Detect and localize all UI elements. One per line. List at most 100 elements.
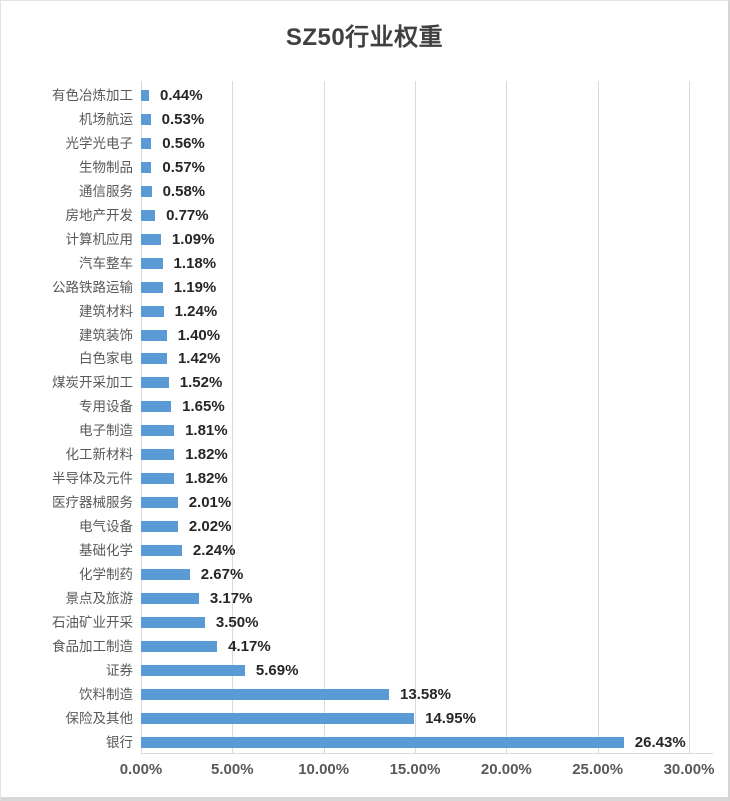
- bar: [141, 90, 150, 101]
- value-label: 0.58%: [162, 182, 206, 200]
- value-label: 3.17%: [209, 589, 253, 607]
- bar: [141, 569, 190, 580]
- x-axis-tick-label: 30.00%: [663, 761, 715, 778]
- category-label: 化工新材料: [65, 447, 134, 463]
- value-label: 1.42%: [177, 350, 221, 368]
- bar: [141, 425, 175, 437]
- chart-bar-row: 建筑材料 1.24%: [1, 300, 728, 324]
- category-label: 公路铁路运输: [52, 279, 133, 295]
- bar: [141, 616, 205, 628]
- chart-bar-row: 煤炭开采加工 1.52%: [1, 371, 728, 395]
- chart-bar-row: 建筑装饰 1.40%: [1, 324, 728, 348]
- bar: [141, 688, 390, 700]
- value-label: 26.43%: [634, 733, 686, 751]
- vertical-gridline: [141, 81, 142, 753]
- chart-bar-row: 白色家电 1.42%: [1, 347, 728, 371]
- category-label: 房地产开发: [65, 207, 134, 223]
- chart-bar-row: 机场航运 0.53%: [1, 108, 728, 132]
- value-label: 1.82%: [185, 470, 228, 488]
- vertical-gridline: [232, 81, 234, 753]
- category-label: 生物制品: [79, 159, 133, 175]
- chart-bar-row: 保险及其他 14.95%: [1, 707, 728, 731]
- bar: [141, 161, 152, 173]
- category-label: 食品加工制造: [52, 638, 133, 654]
- category-label: 化学制药: [79, 567, 133, 582]
- chart-bar-row: 房地产开发 0.77%: [1, 204, 728, 228]
- category-label: 基础化学: [79, 543, 133, 559]
- category-label: 电气设备: [79, 519, 133, 535]
- category-label: 机场航运: [79, 111, 133, 127]
- x-axis-tick-label: 15.00%: [389, 761, 441, 778]
- vertical-gridline: [597, 81, 599, 753]
- bar: [141, 497, 178, 509]
- value-label: 2.01%: [188, 494, 232, 512]
- value-label: 0.56%: [162, 134, 205, 152]
- value-label: 4.17%: [228, 637, 271, 655]
- bar: [141, 329, 167, 341]
- x-axis-line: [141, 753, 713, 754]
- value-label: 1.52%: [179, 374, 223, 392]
- category-label: 光学光电子: [65, 135, 134, 151]
- value-label: 1.19%: [173, 278, 217, 296]
- category-label: 饮料制造: [79, 686, 133, 702]
- bar: [141, 185, 152, 197]
- bar: [141, 449, 175, 461]
- value-label: 1.82%: [185, 446, 228, 464]
- category-label: 建筑装饰: [79, 327, 133, 343]
- chart-bar-row: 有色冶炼加工 0.44%: [1, 84, 728, 108]
- x-axis-tick-label: 10.00%: [298, 761, 350, 778]
- chart-bar-row: 电气设备 2.02%: [1, 515, 728, 539]
- bar: [141, 736, 624, 748]
- x-axis-tick-label: 25.00%: [572, 761, 624, 778]
- value-label: 14.95%: [425, 709, 476, 727]
- value-label: 1.65%: [182, 398, 225, 416]
- chart-bar-row: 电子制造 1.81%: [1, 419, 728, 443]
- bar: [141, 473, 175, 485]
- bar: [141, 401, 172, 413]
- value-label: 1.24%: [174, 302, 218, 320]
- category-label: 专用设备: [79, 399, 133, 415]
- bar: [141, 377, 169, 389]
- category-label: 计算机应用: [65, 231, 134, 247]
- value-label: 13.58%: [400, 685, 451, 703]
- bar: [141, 353, 167, 365]
- vertical-gridline: [323, 81, 325, 753]
- bar: [141, 209, 156, 221]
- chart-bar-row: 银行 26.43%: [1, 731, 728, 755]
- chart-bar-row: 计算机应用 1.09%: [1, 228, 728, 252]
- value-label: 0.44%: [160, 87, 203, 104]
- bar: [141, 305, 164, 317]
- vertical-gridline: [506, 81, 508, 753]
- chart-bar-row: 专用设备 1.65%: [1, 395, 728, 419]
- chart-bar-row: 化学制药 2.67%: [1, 563, 728, 587]
- chart-bar-row: 证券 5.69%: [1, 659, 728, 683]
- category-label: 半导体及元件: [52, 471, 133, 487]
- chart-bar-row: 饮料制造 13.58%: [1, 683, 728, 707]
- chart-bar-row: 医疗器械服务 2.01%: [1, 491, 728, 515]
- value-label: 1.81%: [185, 422, 228, 440]
- bar: [141, 257, 163, 269]
- chart-bar-row: 汽车整车 1.18%: [1, 252, 728, 276]
- vertical-gridline: [415, 81, 416, 753]
- bar: [141, 545, 182, 557]
- chart-bar-row: 食品加工制造 4.17%: [1, 635, 728, 659]
- category-label: 电子制造: [79, 423, 133, 439]
- value-label: 1.09%: [171, 230, 215, 248]
- category-label: 通信服务: [79, 183, 133, 199]
- category-label: 证券: [106, 662, 133, 678]
- category-label: 汽车整车: [79, 255, 133, 271]
- bar: [141, 712, 415, 724]
- category-label: 银行: [106, 734, 133, 750]
- chart-bar-row: 公路铁路运输 1.19%: [1, 276, 728, 300]
- value-label: 0.77%: [166, 206, 209, 224]
- chart-title: SZ50行业权重: [285, 24, 444, 51]
- chart-bar-row: 半导体及元件 1.82%: [1, 467, 728, 491]
- value-label: 3.50%: [215, 613, 259, 631]
- bar: [141, 664, 245, 676]
- category-label: 建筑材料: [79, 303, 133, 319]
- chart-bar-row: 基础化学 2.24%: [1, 539, 728, 563]
- category-label: 石油矿业开采: [52, 614, 133, 630]
- x-axis-tick-label: 5.00%: [211, 761, 254, 778]
